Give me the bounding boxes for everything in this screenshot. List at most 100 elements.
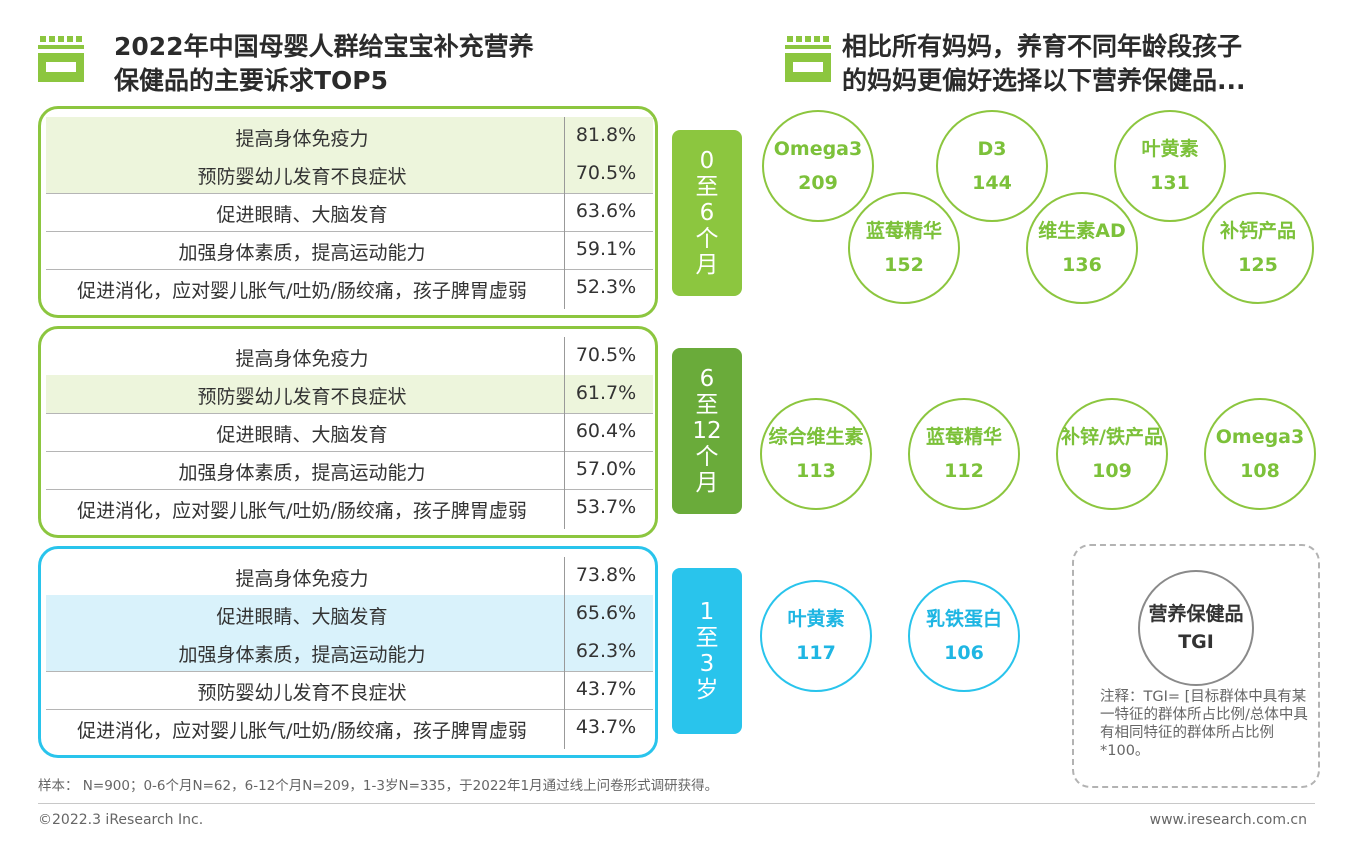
bubble-tgi: 113 [796,460,836,482]
right-title: 相比所有妈妈，养育不同年龄段孩子 的妈妈更偏好选择以下营养保健品... [842,30,1246,98]
row-value: 63.6% [575,200,637,222]
row-divider [46,671,653,672]
tgi-legend-line2: TGI [1178,631,1214,653]
tgi-bubble: 补钙产品 125 [1202,192,1314,304]
table-row: 加强身体素质，提高运动能力 59.1% [46,231,653,269]
table-row: 加强身体素质，提高运动能力 62.3% [46,633,653,671]
row-label: 加强身体素质，提高运动能力 [178,644,426,666]
row-divider [46,193,653,194]
tgi-bubble: 乳铁蛋白 106 [908,580,1020,692]
row-label: 加强身体素质，提高运动能力 [178,242,426,264]
bubble-name: Omega3 [773,138,863,160]
bubble-tgi: 112 [944,460,984,482]
tgi-legend-circle: 营养保健品 TGI [1138,570,1254,686]
bubble-name: 叶黄素 [787,608,845,630]
table-row: 加强身体素质，提高运动能力 57.0% [46,451,653,489]
table-row: 促进消化，应对婴儿胀气/吐奶/肠绞痛，孩子脾胃虚弱 43.7% [46,709,653,747]
row-label: 提高身体免疫力 [235,128,369,150]
bubble-tgi: 144 [972,172,1012,194]
age-label-char: 个 [695,444,719,470]
bubble-tgi: 109 [1092,460,1132,482]
bubble-tgi: 209 [798,172,838,194]
row-value: 52.3% [575,276,637,298]
row-label: 促进消化，应对婴儿胀气/吐奶/肠绞痛，孩子脾胃虚弱 [77,280,527,302]
age-label-char: 岁 [695,677,719,703]
age-label-char: 3 [699,651,715,677]
tgi-bubble: Omega3 108 [1204,398,1316,510]
age-label-char: 个 [695,226,719,252]
left-title: 2022年中国母婴人群给宝宝补充营养 保健品的主要诉求TOP5 [114,30,534,98]
row-label: 预防婴幼儿发育不良症状 [197,682,407,704]
tgi-bubble: 维生素AD 136 [1026,192,1138,304]
age-label-char: 6 [699,200,715,226]
bubble-name: Omega3 [1215,426,1305,448]
bubble-name: D3 [977,138,1007,160]
row-label: 促进消化，应对婴儿胀气/吐奶/肠绞痛，孩子脾胃虚弱 [77,500,527,522]
table-6-12-months: 提高身体免疫力 70.5% 预防婴幼儿发育不良症状 61.7% 促进眼睛、大脑发育 60.… [38,326,658,538]
row-label: 加强身体素质，提高运动能力 [178,462,426,484]
table-row: 促进眼睛、大脑发育 63.6% [46,193,653,231]
bubble-name: 蓝莓精华 [925,426,1002,448]
row-value: 73.8% [575,564,637,586]
age-label-char: 月 [695,470,719,496]
age-label-char: 12 [692,418,722,444]
bubble-name: 综合维生素 [768,426,864,448]
row-label: 提高身体免疫力 [235,348,369,370]
tgi-bubble: 补锌/铁产品 109 [1056,398,1168,510]
table-row: 预防婴幼儿发育不良症状 70.5% [46,155,653,193]
row-divider [46,489,653,490]
row-value: 59.1% [575,238,637,260]
table-row: 预防婴幼儿发育不良症状 43.7% [46,671,653,709]
row-divider [46,709,653,710]
bubble-name: 维生素AD [1038,220,1126,242]
row-label: 预防婴幼儿发育不良症状 [197,166,407,188]
age-label-char: 至 [695,625,719,651]
row-value: 60.4% [575,420,637,442]
tgi-bubble: Omega3 209 [762,110,874,222]
bubble-tgi: 131 [1150,172,1190,194]
row-label: 促进眼睛、大脑发育 [216,424,388,446]
tgi-bubble: 叶黄素 117 [760,580,872,692]
tgi-bubble: 蓝莓精华 152 [848,192,960,304]
table-0-6-months: 提高身体免疫力 81.8% 预防婴幼儿发育不良症状 70.5% 促进眼睛、大脑发育 63.… [38,106,658,318]
table-row: 预防婴幼儿发育不良症状 61.7% [46,375,653,413]
row-divider [46,231,653,232]
bubble-tgi: 136 [1062,254,1102,276]
bubble-name: 蓝莓精华 [865,220,942,242]
bubble-tgi: 125 [1238,254,1278,276]
row-label: 促进眼睛、大脑发育 [216,204,388,226]
age-label-6-12-months: 6 至 12 个月 [672,348,742,514]
row-label: 促进眼睛、大脑发育 [216,606,388,628]
column-divider [564,337,565,529]
bubble-name: 补钙产品 [1219,220,1296,242]
bubble-tgi: 106 [944,642,984,664]
bubble-tgi: 117 [796,642,836,664]
tgi-bubble: 叶黄素 131 [1114,110,1226,222]
tgi-legend-line1: 营养保健品 [1148,603,1244,625]
tgi-bubble: 蓝莓精华 112 [908,398,1020,510]
tgi-note: 注释：TGI= [目标群体中具有某一特征的群体所占比例/总体中具有相同特征的群体… [1100,689,1308,759]
bubble-name: 叶黄素 [1141,138,1199,160]
age-label-char: 至 [695,174,719,200]
row-value: 61.7% [575,382,637,404]
row-value: 65.6% [575,602,637,624]
bubble-name: 补锌/铁产品 [1061,426,1163,448]
row-value: 70.5% [575,162,637,184]
table-row: 促进眼睛、大脑发育 65.6% [46,595,653,633]
row-value: 62.3% [575,640,637,662]
bubble-name: 乳铁蛋白 [925,608,1002,630]
copyright: ©2022.3 iResearch Inc. [38,812,204,828]
row-divider [46,451,653,452]
row-value: 81.8% [575,124,637,146]
row-value: 70.5% [575,344,637,366]
table-row: 促进眼睛、大脑发育 60.4% [46,413,653,451]
row-value: 43.7% [575,678,637,700]
column-divider [564,557,565,749]
table-row: 提高身体免疫力 73.8% [46,557,653,595]
table-row: 提高身体免疫力 70.5% [46,337,653,375]
footer-divider [38,803,1315,804]
row-divider [46,413,653,414]
row-label: 预防婴幼儿发育不良症状 [197,386,407,408]
left-title-line2: 保健品的主要诉求TOP5 [114,66,389,95]
